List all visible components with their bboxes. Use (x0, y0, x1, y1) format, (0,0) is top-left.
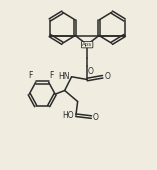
Text: F: F (50, 71, 54, 80)
Text: Aps: Aps (82, 42, 92, 47)
Text: O: O (88, 67, 94, 76)
Text: O: O (93, 113, 99, 122)
Text: HN: HN (58, 72, 70, 81)
Text: HO: HO (62, 111, 74, 120)
Text: O: O (104, 72, 110, 81)
Text: F: F (29, 71, 33, 80)
